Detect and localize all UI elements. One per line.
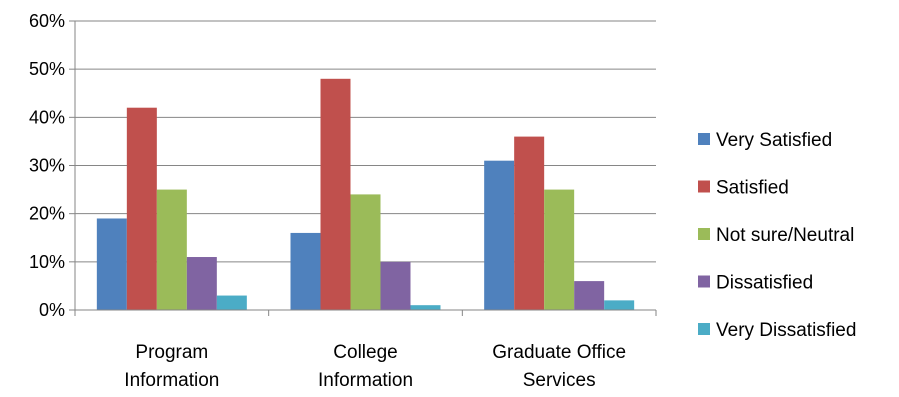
bar-very-dissatisfied-2 [410, 305, 441, 310]
x-category-label: College [333, 342, 397, 363]
y-tick-label: 30% [29, 156, 65, 176]
bar-dissatisfied-3 [574, 281, 605, 310]
y-tick-label: 20% [29, 204, 65, 224]
legend-swatch [698, 275, 710, 288]
bar-satisfied-1 [126, 107, 157, 310]
legend: Very Satisfied Satisfied Not sure/Neutral D… [698, 130, 856, 341]
axes [74, 21, 657, 316]
bar-very-satisfied-2 [290, 232, 321, 310]
y-tick-label: 10% [29, 252, 65, 272]
bar-not-sure-neutral-3 [544, 189, 575, 310]
x-category-label: Graduate Office [492, 342, 626, 363]
legend-label: Very Satisfied [716, 130, 832, 151]
bar-satisfied-3 [514, 136, 545, 310]
bar-very-satisfied-3 [484, 160, 515, 310]
legend-label: Not sure/Neutral [716, 225, 854, 246]
bar-very-dissatisfied-3 [604, 300, 635, 310]
bar-dissatisfied-2 [380, 261, 411, 310]
x-category-label: Program [135, 342, 208, 363]
legend-swatch [698, 228, 710, 240]
legend-swatch [698, 180, 710, 193]
bar-dissatisfied-1 [186, 257, 217, 310]
legend-label: Very Dissatisfied [716, 320, 856, 341]
bar-not-sure-neutral-1 [156, 189, 187, 310]
x-category-label: Information [318, 370, 413, 391]
bar-very-satisfied-1 [96, 218, 127, 310]
y-tick-label: 0% [39, 300, 65, 320]
bars [96, 78, 635, 310]
y-axis-ticks: 0% 10% 20% 30% 40% 50% 60% [29, 11, 75, 320]
legend-swatch [698, 133, 710, 145]
y-tick-label: 40% [29, 107, 65, 127]
legend-swatch [698, 323, 710, 335]
bar-satisfied-2 [320, 78, 351, 310]
y-tick-label: 50% [29, 59, 65, 79]
bar-not-sure-neutral-2 [350, 194, 381, 310]
legend-label: Satisfied [716, 178, 789, 199]
y-tick-label: 60% [29, 11, 65, 31]
x-category-label: Services [523, 370, 596, 391]
bar-very-dissatisfied-1 [216, 295, 247, 310]
legend-label: Dissatisfied [716, 273, 813, 294]
x-axis-category-labels: Program Information College Information Grad… [124, 342, 626, 391]
x-category-label: Information [124, 370, 219, 391]
